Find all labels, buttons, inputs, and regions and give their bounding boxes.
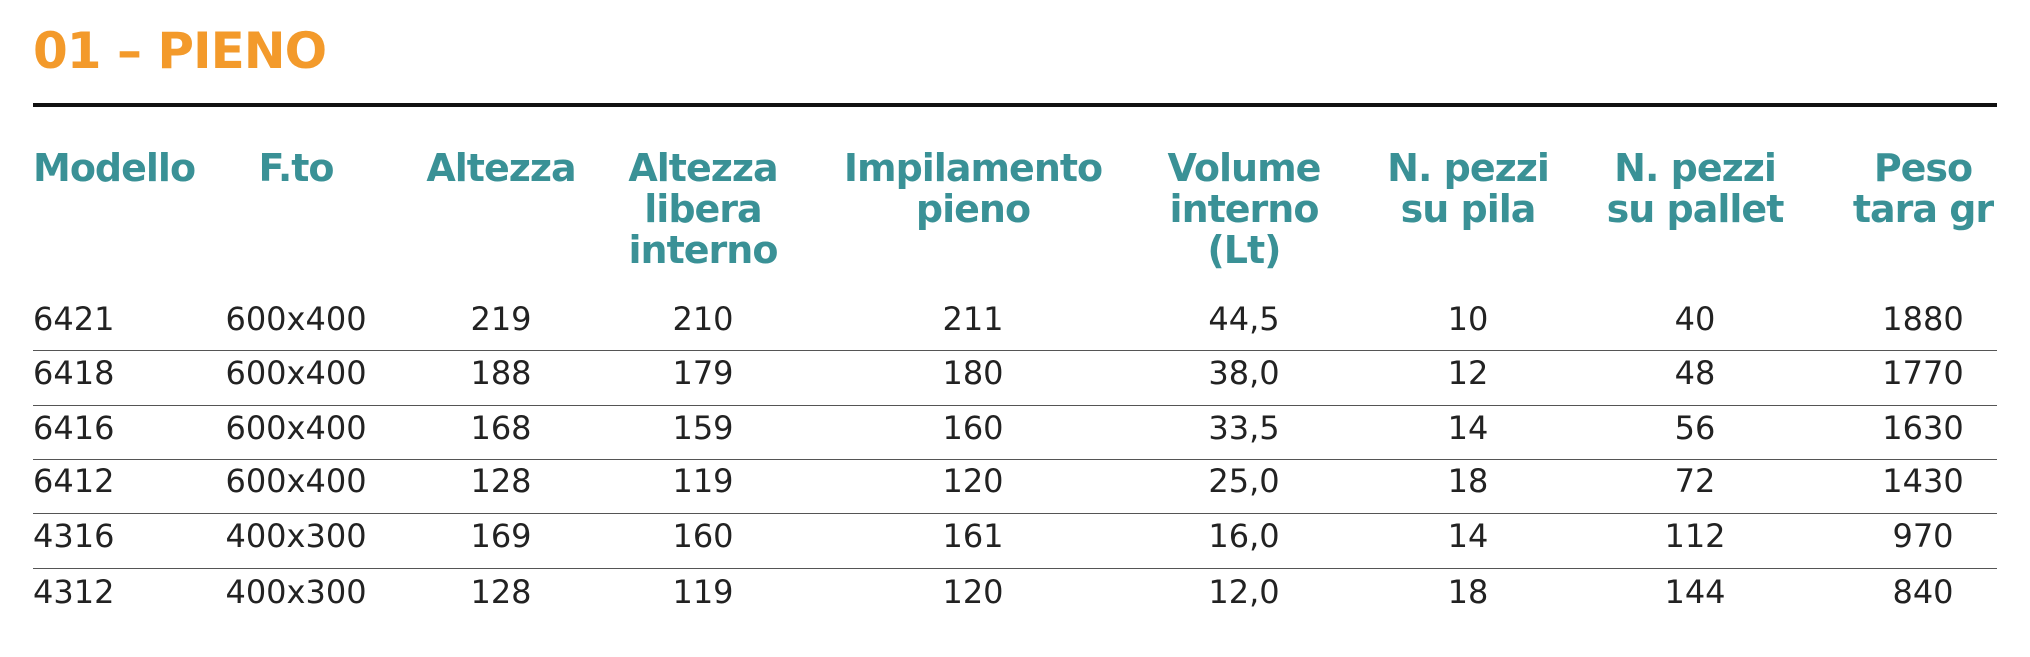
column-header: N. pezzi su pila [1387, 146, 1550, 231]
cell: 120 [942, 462, 1004, 500]
cell: 188 [470, 354, 532, 392]
row-separator [33, 458, 1997, 460]
header-line: tara gr [1852, 187, 1994, 231]
cell: 210 [672, 300, 734, 338]
cell: 219 [470, 300, 532, 338]
header-line: su pila [1400, 187, 1537, 231]
header-line: F.to [258, 146, 334, 190]
row-separator [33, 568, 1997, 569]
cell: 38,0 [1208, 354, 1280, 392]
header-line: interno [1169, 187, 1320, 231]
cell: 128 [470, 462, 532, 500]
cell: 25,0 [1208, 462, 1280, 500]
column-header: Peso tara gr [1852, 146, 1994, 231]
cell: 12 [1447, 354, 1489, 392]
cell: 6412 [33, 462, 115, 500]
cell: 1770 [1882, 354, 1964, 392]
cell: 4312 [33, 573, 115, 611]
cell: 211 [942, 300, 1004, 338]
cell: 1430 [1882, 462, 1964, 500]
cell: 144 [1664, 573, 1726, 611]
column-header: F.to [258, 146, 334, 190]
cell: 112 [1664, 517, 1726, 555]
cell: 169 [470, 517, 532, 555]
column-header: Altezza [426, 146, 576, 190]
header-line: interno [628, 228, 779, 272]
cell: 6421 [33, 300, 115, 338]
cell: 72 [1674, 462, 1716, 500]
cell: 179 [672, 354, 734, 392]
cell: 56 [1674, 409, 1716, 447]
cell: 4316 [33, 517, 115, 555]
cell: 10 [1447, 300, 1489, 338]
cell: 18 [1447, 573, 1489, 611]
cell: 600x400 [225, 300, 367, 338]
cell: 600x400 [225, 354, 367, 392]
header-line: (Lt) [1207, 228, 1281, 272]
cell: 970 [1892, 517, 1954, 555]
header-line: Volume [1167, 146, 1322, 190]
header-line: Altezza [628, 146, 778, 190]
header-line: Impilamento [843, 146, 1103, 190]
row-separator [33, 512, 1997, 514]
column-header: N. pezzi su pallet [1606, 146, 1785, 231]
cell: 12,0 [1208, 573, 1280, 611]
cell: 1880 [1882, 300, 1964, 338]
header-line: su pallet [1606, 187, 1785, 231]
cell: 161 [942, 517, 1004, 555]
cell: 14 [1447, 409, 1489, 447]
cell: 33,5 [1208, 409, 1280, 447]
cell: 1630 [1882, 409, 1964, 447]
header-line: N. pezzi [1387, 146, 1550, 190]
header-line: Peso [1873, 146, 1973, 190]
column-header: Impilamento pieno [843, 146, 1103, 231]
header-line: pieno [915, 187, 1031, 231]
cell: 128 [470, 573, 532, 611]
cell: 48 [1674, 354, 1716, 392]
title: 01 – PIENO [33, 22, 327, 80]
cell: 600x400 [225, 462, 367, 500]
cell: 6416 [33, 409, 115, 447]
rule [33, 103, 1997, 107]
cell: 159 [672, 409, 734, 447]
cell: 119 [672, 573, 734, 611]
cell: 160 [672, 517, 734, 555]
header-line: libera [644, 187, 762, 231]
cell: 840 [1892, 573, 1954, 611]
column-header: Volume interno (Lt) [1167, 146, 1322, 272]
cell: 16,0 [1208, 517, 1280, 555]
column-header: Altezza libera interno [628, 146, 779, 272]
cell: 44,5 [1208, 300, 1280, 338]
cell: 400x300 [225, 517, 367, 555]
cell: 180 [942, 354, 1004, 392]
header-line: Modello [33, 146, 196, 190]
cell: 40 [1674, 300, 1716, 338]
column-header: Modello [33, 146, 196, 190]
cell: 160 [942, 409, 1004, 447]
cell: 400x300 [225, 573, 367, 611]
cell: 168 [470, 409, 532, 447]
cell: 600x400 [225, 409, 367, 447]
cell: 119 [672, 462, 734, 500]
row-separator [33, 404, 1997, 406]
cell: 120 [942, 573, 1004, 611]
row-separator [33, 350, 1997, 351]
header-line: Altezza [426, 146, 576, 190]
cell: 14 [1447, 517, 1489, 555]
cell: 6418 [33, 354, 115, 392]
cell: 18 [1447, 462, 1489, 500]
header-line: N. pezzi [1614, 146, 1777, 190]
